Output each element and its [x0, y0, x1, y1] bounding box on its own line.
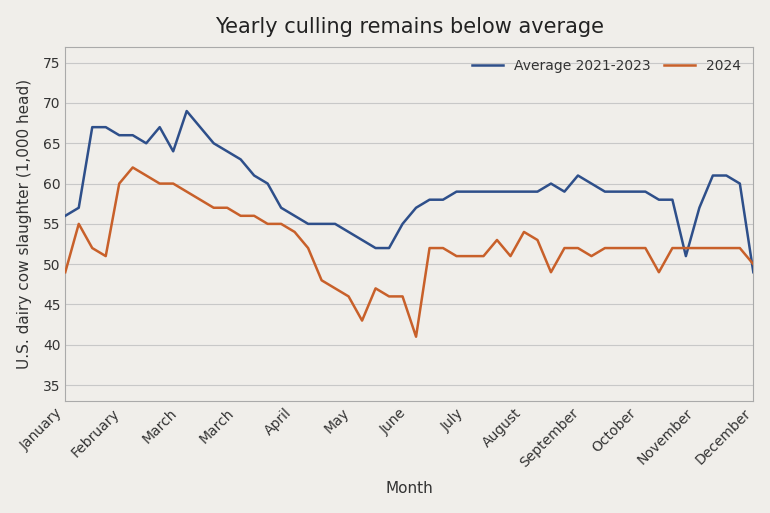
2024 — [128, 164, 137, 170]
2024 — [506, 253, 515, 259]
Title: Yearly culling remains below average: Yearly culling remains below average — [215, 16, 604, 36]
2024 — [411, 333, 420, 340]
Average 2021-2023 — [708, 172, 718, 179]
2024 — [452, 253, 461, 259]
Legend: Average 2021-2023, 2024: Average 2021-2023, 2024 — [467, 53, 746, 78]
2024 — [533, 237, 542, 243]
Average 2021-2023 — [748, 269, 758, 275]
Average 2021-2023 — [398, 221, 407, 227]
Average 2021-2023 — [317, 221, 326, 227]
2024 — [748, 261, 758, 267]
Line: Average 2021-2023: Average 2021-2023 — [65, 111, 753, 272]
2024 — [115, 181, 124, 187]
Average 2021-2023 — [115, 132, 124, 139]
2024 — [398, 293, 407, 300]
Average 2021-2023 — [61, 213, 70, 219]
X-axis label: Month: Month — [386, 481, 434, 497]
Average 2021-2023 — [519, 189, 528, 195]
2024 — [61, 269, 70, 275]
Line: 2024: 2024 — [65, 167, 753, 337]
2024 — [317, 277, 326, 283]
Average 2021-2023 — [492, 189, 501, 195]
Average 2021-2023 — [182, 108, 191, 114]
Y-axis label: U.S. dairy cow slaughter (1,000 head): U.S. dairy cow slaughter (1,000 head) — [17, 79, 32, 369]
